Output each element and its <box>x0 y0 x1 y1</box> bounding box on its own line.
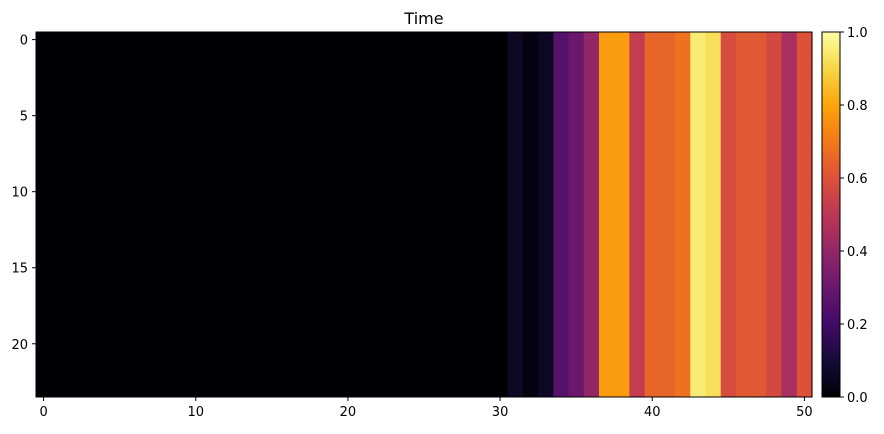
heatmap-column <box>385 32 402 397</box>
chart-title: Time <box>403 9 443 28</box>
heatmap-column <box>51 32 68 397</box>
x-tick-label: 50 <box>796 405 813 420</box>
x-tick-label: 0 <box>39 405 47 420</box>
x-axis: 0 10 20 30 40 50 <box>39 397 813 420</box>
x-tick-label: 20 <box>340 405 357 420</box>
colorbar-tick-label: 0.2 <box>847 318 868 333</box>
heatmap-column <box>538 32 554 397</box>
colorbar-tick-label: 0.6 <box>847 172 868 187</box>
heatmap-column <box>720 32 737 397</box>
heatmap-column <box>233 32 250 397</box>
plot-frame <box>35 31 813 398</box>
heatmap-column <box>294 32 311 397</box>
heatmap-column <box>751 32 767 397</box>
heatmap-column <box>659 32 676 397</box>
heatmap-column <box>675 32 691 397</box>
heatmap-column <box>462 32 478 397</box>
heatmap-column <box>416 32 433 397</box>
heatmap-column <box>614 32 631 397</box>
heatmap-column <box>644 32 661 397</box>
y-tick-label: 20 <box>11 338 28 353</box>
heatmap-column <box>690 32 707 397</box>
heatmap-column <box>431 32 448 397</box>
heatmap-cells <box>36 32 813 397</box>
heatmap-column <box>401 32 417 397</box>
y-tick-label: 5 <box>20 110 28 125</box>
heatmap-column <box>172 32 189 397</box>
heatmap-column <box>36 32 52 397</box>
colorbar-axis: 0.0 0.2 0.4 0.6 0.8 1.0 <box>840 26 868 406</box>
heatmap-column <box>766 32 783 397</box>
heatmap-column <box>735 32 752 397</box>
heatmap-column <box>66 32 83 397</box>
colorbar-tick-label: 0.8 <box>847 99 868 114</box>
heatmap-column <box>112 32 128 397</box>
heatmap-column <box>142 32 159 397</box>
heatmap-column <box>355 32 372 397</box>
heatmap-column <box>309 32 326 397</box>
heatmap-column <box>279 32 296 397</box>
heatmap-column <box>446 32 463 397</box>
x-tick-label: 40 <box>644 405 661 420</box>
x-tick-label: 30 <box>492 405 509 420</box>
heatmap-column <box>127 32 144 397</box>
heatmap-column <box>583 32 600 397</box>
heatmap-column <box>264 32 281 397</box>
y-tick-label: 15 <box>11 262 28 277</box>
heatmap-column <box>781 32 798 397</box>
heatmap-column <box>553 32 570 397</box>
heatmap-column <box>340 32 357 397</box>
colorbar-tick-label: 0.0 <box>847 391 868 406</box>
colorbar-frame <box>821 31 841 398</box>
y-tick-label: 10 <box>11 186 28 201</box>
heatmap-column <box>492 32 509 397</box>
heatmap-column <box>507 32 524 397</box>
heatmap-column <box>188 32 204 397</box>
y-axis: 0 5 10 15 20 <box>11 34 36 353</box>
heatmap-column <box>477 32 494 397</box>
colorbar <box>822 32 840 397</box>
heatmap-column <box>370 32 387 397</box>
heatmap-column <box>522 32 539 397</box>
colorbar-tick-label: 0.4 <box>847 245 868 260</box>
heatmap-column <box>157 32 174 397</box>
heatmap-column <box>796 32 813 397</box>
heatmap-column <box>96 32 113 397</box>
y-tick-label: 0 <box>20 34 28 49</box>
x-tick-label: 10 <box>187 405 204 420</box>
heatmap-column <box>705 32 722 397</box>
heatmap-column <box>203 32 220 397</box>
heatmap-column <box>249 32 265 397</box>
heatmap-column <box>325 32 341 397</box>
heatmap-column <box>629 32 646 397</box>
heatmap-column <box>81 32 98 397</box>
heatmap-column <box>218 32 235 397</box>
heatmap-column <box>598 32 615 397</box>
heatmap-column <box>568 32 585 397</box>
colorbar-tick-label: 1.0 <box>847 26 868 41</box>
